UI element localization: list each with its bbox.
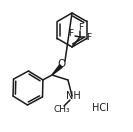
Text: HCl: HCl [92,103,108,113]
Text: O: O [58,59,66,69]
Text: F: F [78,22,84,32]
Text: F: F [68,29,74,39]
Polygon shape [52,65,62,75]
Text: NH: NH [66,91,80,101]
Text: F: F [86,34,92,43]
Text: CH₃: CH₃ [54,105,70,114]
